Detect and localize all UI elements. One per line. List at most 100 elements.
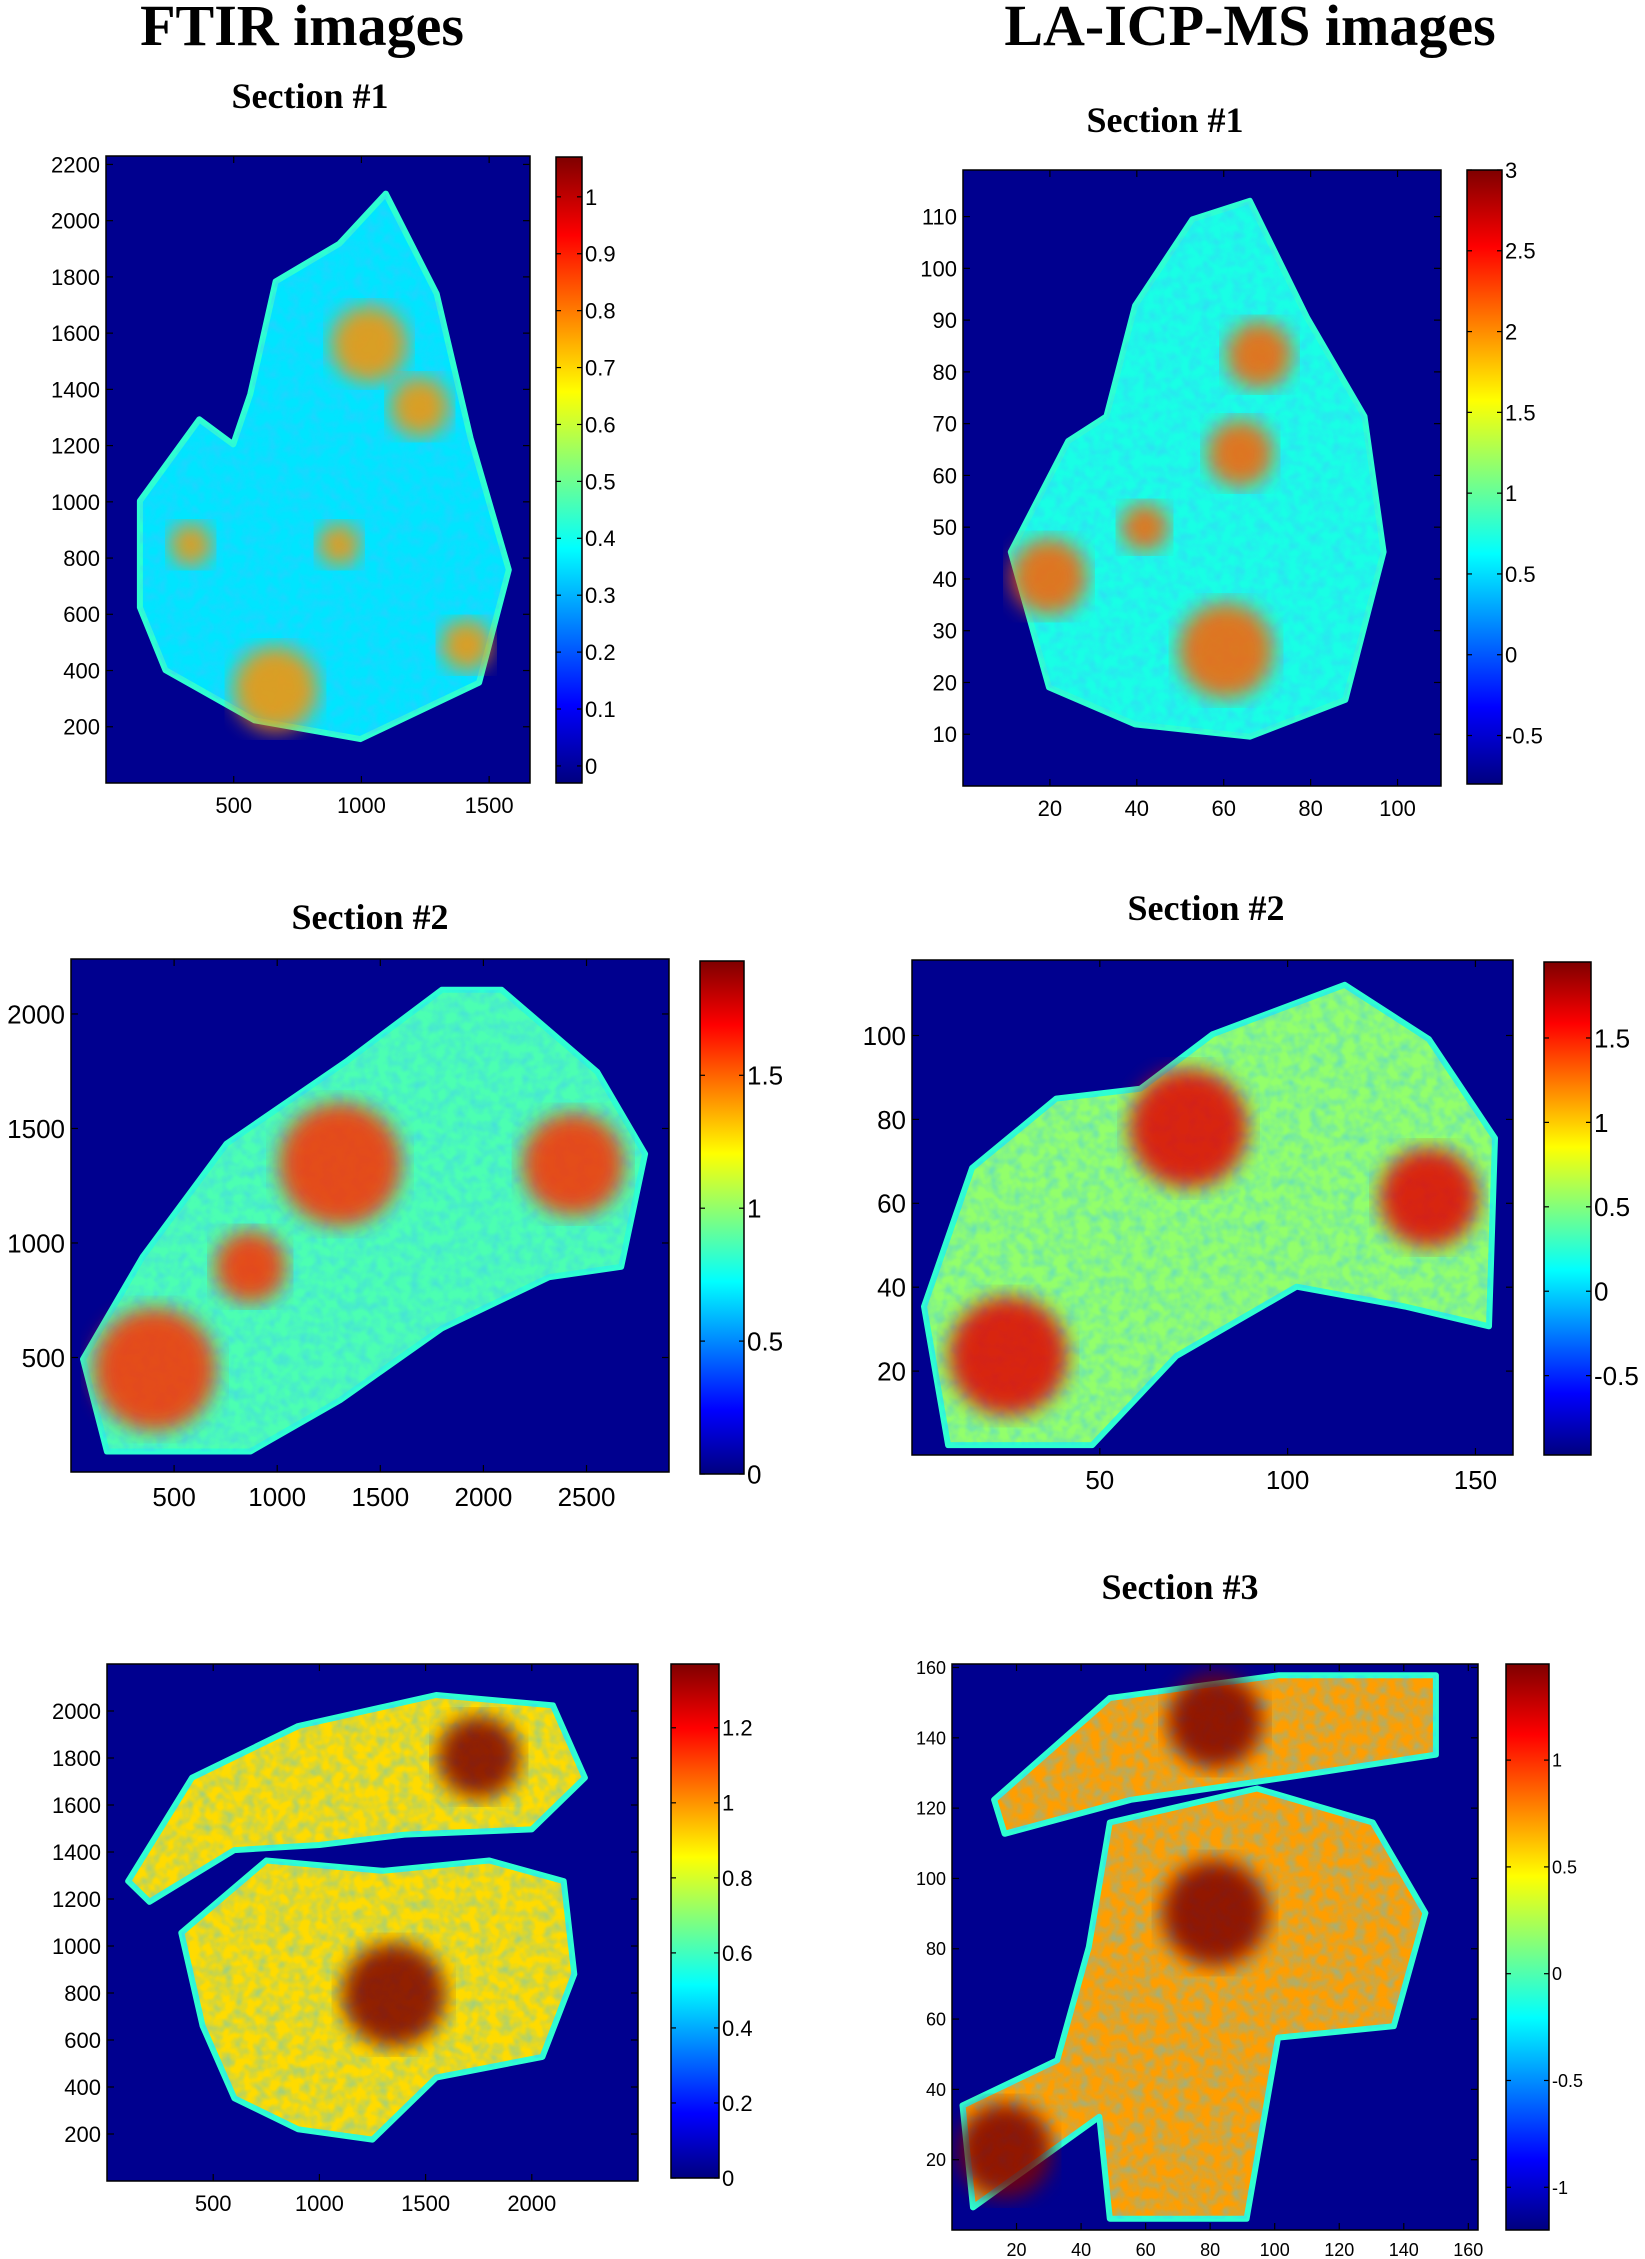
- ftir-section-3-colorbar: [670, 1663, 720, 2179]
- ftir-section-1-y-tick-label: 2000: [51, 209, 100, 234]
- ftir-section-3-y-tick-label: 1200: [52, 1887, 101, 1912]
- ftir-section-1-y-tick-label: 1400: [51, 377, 100, 402]
- ftir-section-3-colorbar-tick-label: 0.4: [722, 2016, 753, 2041]
- la-icp-ms-section-1-x-tick-label: 40: [1125, 796, 1149, 821]
- la-icp-ms-section-3-colorbar-tick-label: 0: [1552, 1964, 1562, 1984]
- la-icp-ms-section-1-title: Section #1: [1086, 100, 1244, 140]
- ftir-section-3-y-tick-label: 600: [64, 2028, 101, 2053]
- la-icp-ms-section-3-colorbar: [1505, 1663, 1550, 2231]
- la-icp-ms-section-1-image: [1007, 197, 1387, 740]
- ftir-section-2-x-tick-label: 1000: [248, 1482, 306, 1512]
- ftir-section-3-y-tick-label: 200: [64, 2122, 101, 2147]
- ftir-section-3-y-tick-label: 1000: [52, 1934, 101, 1959]
- la-icp-ms-section-2-image: [921, 981, 1498, 1449]
- la-icp-ms-section-3-x-tick-label: 160: [1453, 2240, 1483, 2259]
- ftir-section-3-colorbar-tick-label: 1.2: [722, 1716, 753, 1741]
- ftir-section-2-y-tick-label: 1000: [7, 1228, 65, 1258]
- la-icp-ms-section-1-colorbar-tick-label: 3: [1505, 158, 1517, 183]
- ftir-section-1-colorbar-tick-label: 0.1: [585, 697, 616, 722]
- la-icp-ms-section-1-x-tick-label: 80: [1298, 796, 1322, 821]
- la-icp-ms-section-1-y-tick-label: 110: [922, 205, 957, 230]
- ftir-section-1-x-tick-label: 500: [215, 793, 252, 818]
- la-icp-ms-section-2-colorbar-tick-label: 1: [1594, 1108, 1608, 1138]
- la-icp-ms-section-3-x-tick-label: 100: [1260, 2240, 1290, 2259]
- ftir-section-3-x-tick-label: 2000: [507, 2191, 556, 2216]
- la-icp-ms-section-3-y-tick-label: 120: [916, 1799, 946, 1819]
- la-icp-ms-section-1-colorbar-tick-label: 0: [1505, 643, 1517, 668]
- ftir-section-2-x-tick-label: 1500: [351, 1482, 409, 1512]
- ftir-section-1-y-tick-label: 800: [63, 546, 100, 571]
- ftir-section-1-colorbar-tick-label: 0.3: [585, 583, 616, 608]
- ftir-section-1-y-tick-label: 1000: [51, 490, 100, 515]
- la-icp-ms-section-3-y-tick-label: 140: [916, 1728, 946, 1748]
- la-icp-ms-section-3-y-tick-label: 40: [926, 2080, 946, 2100]
- ftir-section-1-colorbar-tick-label: 0.8: [585, 299, 616, 324]
- la-icp-ms-section-1-y-tick-label: 80: [933, 360, 957, 385]
- la-icp-ms-section-2-y-tick-label: 20: [877, 1356, 906, 1386]
- ftir-section-3-image: [125, 1692, 588, 2143]
- la-icp-ms-section-1-colorbar-tick-label: 1.5: [1505, 400, 1536, 425]
- la-icp-ms-section-1-x-tick-label: 20: [1038, 796, 1062, 821]
- la-icp-ms-section-1-y-tick-label: 40: [933, 567, 957, 592]
- la-icp-ms-section-3-y-tick-label: 20: [926, 2150, 946, 2170]
- la-icp-ms-section-3-x-tick-label: 20: [1007, 2240, 1027, 2259]
- ftir-section-3-chart: 500 1000 1500 2000 200 400 600 800 1000 1200 1400 1…: [52, 1663, 753, 2216]
- ftir-section-1-colorbar-tick-label: 0.6: [585, 412, 616, 437]
- la-icp-ms-section-3-colorbar-tick-label: -1: [1552, 2178, 1568, 2198]
- la-icp-ms-section-1-y-tick-label: 20: [933, 670, 957, 695]
- la-icp-ms-section-3-chart: 20 40 60 80 100 120 140 160 20 40 60 80 100 120 140 160…: [916, 1658, 1583, 2259]
- ftir-section-3-y-tick-label: 1600: [52, 1793, 101, 1818]
- ftir-section-3-y-tick-label: 1400: [52, 1840, 101, 1865]
- la-icp-ms-section-2-x-tick-label: 150: [1454, 1465, 1497, 1495]
- ftir-section-2-image: [80, 986, 649, 1455]
- ftir-section-2-colorbar-tick-label: 1.5: [747, 1061, 783, 1091]
- ftir-section-2-y-tick-label: 2000: [7, 999, 65, 1029]
- ftir-section-1-y-tick-label: 400: [63, 658, 100, 683]
- la-icp-ms-section-3-colorbar-tick-label: 0.5: [1552, 1857, 1577, 1877]
- la-icp-ms-section-2-title: Section #2: [1127, 888, 1285, 928]
- la-icp-ms-section-2-colorbar-tick-label: 1.5: [1594, 1023, 1630, 1053]
- ftir-section-2-chart: 500 1000 1500 2000 2500 500 1000 1500 2000 0 0.5 1 1…: [7, 958, 783, 1512]
- la-icp-ms-section-2-x-tick-label: 100: [1266, 1465, 1309, 1495]
- la-icp-ms-section-2-y-tick-label: 60: [877, 1189, 906, 1219]
- ftir-section-3-colorbar-tick-label: 0.8: [722, 1866, 753, 1891]
- ftir-section-1-x-tick-label: 1000: [337, 793, 386, 818]
- la-icp-ms-section-3-x-tick-label: 80: [1200, 2240, 1220, 2259]
- ftir-section-2-x-tick-label: 500: [152, 1482, 195, 1512]
- ftir-heading: FTIR images: [140, 0, 464, 58]
- la-icp-ms-section-1-y-tick-label: 70: [933, 412, 957, 437]
- la-icp-ms-section-3-x-tick-label: 120: [1324, 2240, 1354, 2259]
- ftir-section-3-colorbar-tick-label: 1: [722, 1791, 734, 1816]
- la-icp-ms-section-2-colorbar-tick-label: -0.5: [1594, 1361, 1639, 1391]
- ftir-section-1-y-tick-label: 1600: [51, 321, 100, 346]
- la-icp-ms-section-2-colorbar-tick-label: 0.5: [1594, 1192, 1630, 1222]
- la-icp-ms-section-1-chart: 20 40 60 80 100102030405060708090100110-0.50…: [920, 158, 1543, 821]
- la-icp-ms-section-1-y-tick-label: 50: [933, 515, 957, 540]
- la-icp-ms-section-1-colorbar-tick-label: 2.5: [1505, 239, 1536, 264]
- ftir-section-2-colorbar: [699, 960, 745, 1475]
- la-icp-ms-section-3-x-tick-label: 40: [1071, 2240, 1091, 2259]
- ftir-section-3-y-tick-label: 800: [64, 1981, 101, 2006]
- ftir-section-1-y-tick-label: 1200: [51, 434, 100, 459]
- la-icp-ms-section-3-x-tick-label: 60: [1136, 2240, 1156, 2259]
- ftir-section-1-colorbar-tick-label: 0.4: [585, 526, 616, 551]
- ftir-section-1-colorbar: [555, 156, 583, 784]
- ftir-section-1-colorbar-tick-label: 0.7: [585, 355, 616, 380]
- ftir-section-1-chart: 500 1000 1500 200 400 600 800 1000 1200 1400 1600 1…: [51, 152, 616, 818]
- ftir-section-1-image: [136, 190, 512, 743]
- la-icp-ms-section-1-x-tick-label: 100: [1379, 796, 1416, 821]
- ftir-section-3-colorbar-tick-label: 0: [722, 2166, 734, 2191]
- ftir-section-2-colorbar-tick-label: 1: [747, 1194, 761, 1224]
- la-icp-ms-section-2-y-tick-label: 100: [863, 1021, 906, 1051]
- ftir-section-3-y-tick-label: 400: [64, 2075, 101, 2100]
- la-icp-ms-section-2-y-tick-label: 40: [877, 1273, 906, 1303]
- la-icp-ms-section-1-colorbar-tick-label: -0.5: [1505, 723, 1543, 748]
- ftir-section-2-colorbar-tick-label: 0: [747, 1459, 761, 1489]
- la-icp-ms-section-3-colorbar-tick-label: -0.5: [1552, 2071, 1583, 2091]
- la-icp-ms-section-1-colorbar-tick-label: 0.5: [1505, 562, 1536, 587]
- la-icp-ms-section-2-y-tick-label: 80: [877, 1105, 906, 1135]
- ftir-section-1-y-tick-label: 2200: [51, 152, 100, 177]
- la-icp-ms-section-1-y-tick-label: 100: [920, 256, 957, 281]
- ftir-section-1-y-tick-label: 200: [63, 715, 100, 740]
